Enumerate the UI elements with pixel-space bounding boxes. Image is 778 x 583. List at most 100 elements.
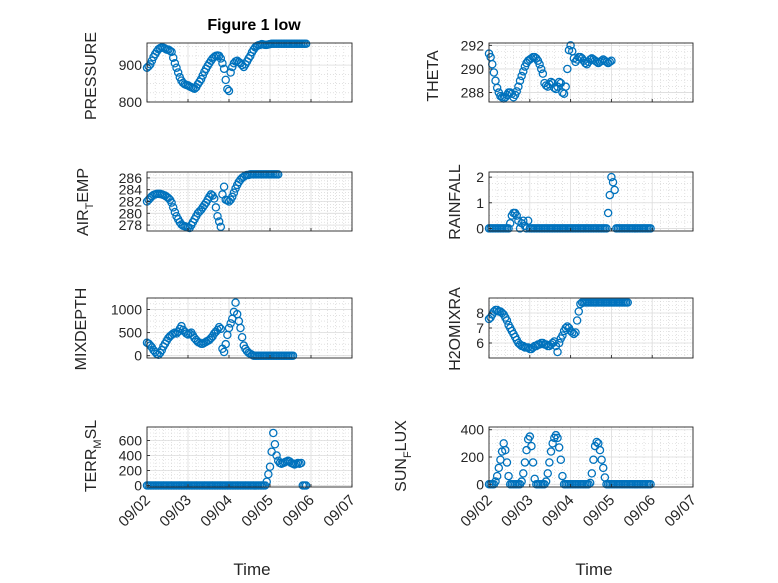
data-point	[170, 59, 180, 68]
data-point	[213, 211, 222, 221]
data-point	[504, 224, 513, 233]
data-point	[505, 219, 515, 228]
data-point	[219, 347, 229, 357]
data-point	[592, 437, 601, 447]
data-point	[502, 458, 512, 467]
axes-box	[488, 171, 694, 232]
data-point	[646, 224, 655, 233]
ytick-label: 0	[134, 348, 142, 364]
data-point	[623, 298, 632, 307]
ytick-label: 290	[461, 61, 485, 77]
data-point	[554, 443, 564, 452]
data-point	[556, 455, 566, 464]
data-point	[219, 182, 229, 191]
data-point	[558, 471, 567, 481]
data-point	[168, 53, 178, 63]
data-point	[502, 316, 512, 325]
data-point	[223, 84, 232, 94]
data-point	[209, 194, 219, 203]
data-point	[605, 57, 615, 67]
data-point	[522, 445, 531, 455]
data-point	[494, 463, 504, 473]
panel-h2omixra: 678	[476, 297, 694, 359]
ylabel-pressure: PRESSURE	[83, 32, 100, 120]
data-point	[226, 319, 235, 328]
data-point	[504, 471, 513, 481]
data-point	[538, 69, 548, 78]
ytick-label: 1000	[111, 302, 142, 318]
data-point	[608, 178, 618, 187]
data-point	[587, 469, 597, 478]
data-point	[237, 332, 247, 342]
data-point	[558, 331, 567, 340]
axes-box	[146, 297, 353, 359]
data-point	[216, 222, 226, 232]
data-point	[561, 82, 570, 91]
data-point	[296, 458, 306, 468]
data-point	[605, 190, 615, 200]
data-point	[224, 86, 234, 96]
data-point	[595, 445, 605, 455]
data-point	[226, 68, 235, 77]
data-point	[528, 458, 538, 467]
data-point	[170, 207, 180, 217]
ylabel-theta: THETA	[425, 50, 442, 102]
data-point	[563, 64, 572, 74]
xtick-label: 09/03	[156, 492, 195, 531]
figure-title: Figure 1 low	[207, 17, 301, 34]
data-point	[585, 478, 595, 488]
ytick-label: 200	[119, 463, 143, 479]
data-point	[219, 64, 229, 74]
data-point	[167, 47, 176, 57]
xtick-label: 09/07	[320, 492, 359, 531]
ytick-label: 600	[119, 433, 143, 449]
data-point	[270, 439, 280, 449]
ytick-label: 1	[476, 195, 484, 211]
data-point	[584, 480, 593, 489]
data-point	[536, 64, 546, 74]
data-point	[172, 63, 181, 72]
data-point	[165, 46, 175, 55]
data-point	[553, 347, 562, 357]
data-point	[646, 480, 655, 489]
data-point	[517, 71, 526, 81]
data-point	[492, 471, 502, 481]
data-point	[301, 39, 311, 48]
ytick-label: 900	[119, 57, 143, 73]
ylabel-sun-flux: SUNFLUX	[393, 420, 414, 492]
data-point	[229, 188, 239, 197]
data-point	[272, 451, 281, 460]
xtick-label: 09/05	[238, 492, 277, 531]
data-point	[236, 323, 245, 333]
data-point	[602, 57, 611, 67]
data-point	[607, 172, 616, 182]
data-point	[572, 316, 582, 325]
data-point	[216, 324, 226, 334]
data-point	[567, 328, 577, 337]
data-point	[497, 93, 507, 102]
plot-area	[489, 172, 693, 231]
axes-box	[146, 426, 353, 488]
xtick-label: 09/06	[279, 492, 318, 531]
data-point	[221, 75, 230, 85]
data-point	[515, 224, 525, 233]
data-point	[548, 439, 557, 448]
data-point	[514, 82, 523, 91]
ytick-label: 280	[119, 205, 143, 221]
panel-rainfall: 0 1 2	[476, 169, 694, 236]
xtick-label: 09/07	[661, 492, 700, 531]
data-point	[173, 68, 183, 77]
data-point	[520, 458, 530, 467]
data-point	[301, 481, 311, 490]
xtick-label: 09/02	[115, 492, 154, 531]
data-point	[553, 433, 562, 443]
data-point	[489, 68, 499, 77]
ytick-label: 6	[476, 335, 484, 351]
data-point	[527, 441, 536, 451]
data-point	[551, 84, 561, 94]
ylabel-rainfall: RAINFALL	[447, 164, 464, 240]
data-point	[598, 463, 608, 473]
xtick-label: 09/05	[580, 492, 619, 531]
data-point	[273, 170, 283, 179]
